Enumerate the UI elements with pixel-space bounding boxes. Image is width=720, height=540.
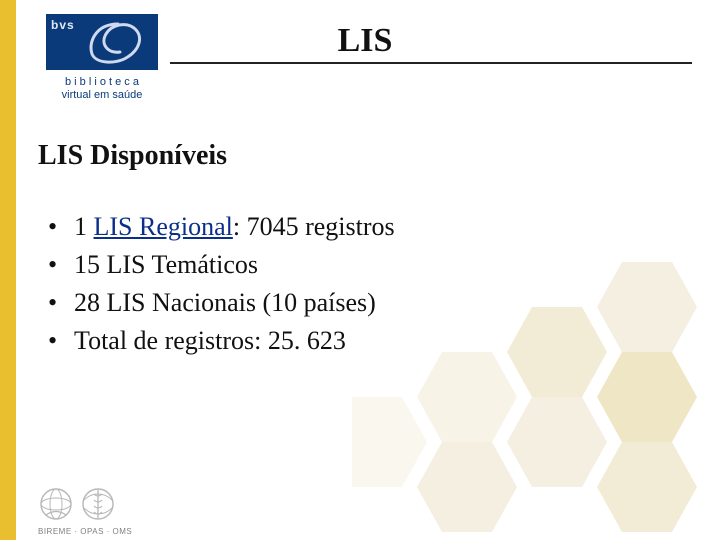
footer-org-logos: [38, 486, 116, 522]
bullet-suffix: : 7045 registros: [233, 212, 395, 241]
bullet-text: Total de registros: 25. 623: [74, 324, 346, 358]
bvs-logo-caption-1: b i b l i o t e c a: [38, 76, 166, 89]
title-underline: [170, 62, 692, 64]
footer-caption: BIREME · OPAS · OMS: [38, 527, 132, 536]
lis-regional-link[interactable]: LIS Regional: [94, 212, 233, 241]
list-item: • Total de registros: 25. 623: [48, 324, 680, 358]
who-logo-icon: [80, 486, 116, 522]
slide-header: bvs b i b l i o t e c a virtual em saúde…: [38, 14, 692, 114]
slide-title: LIS: [38, 22, 692, 60]
list-item: • 1 LIS Regional: 7045 registros: [48, 210, 680, 244]
paho-logo-icon: [38, 486, 74, 522]
slide-subtitle: LIS Disponíveis: [38, 140, 227, 172]
list-item: • 28 LIS Nacionais (10 países): [48, 286, 680, 320]
bullet-text: 28 LIS Nacionais (10 países): [74, 286, 376, 320]
bullet-icon: •: [48, 324, 74, 358]
bullet-icon: •: [48, 248, 74, 282]
bvs-logo-caption-2: virtual em saúde: [38, 89, 166, 102]
bullet-icon: •: [48, 286, 74, 320]
bullet-prefix: 1: [74, 212, 94, 241]
list-item: • 15 LIS Temáticos: [48, 248, 680, 282]
left-accent-stripe: [0, 0, 16, 540]
bullet-text: 15 LIS Temáticos: [74, 248, 258, 282]
bullet-list: • 1 LIS Regional: 7045 registros • 15 LI…: [48, 210, 680, 362]
bullet-icon: •: [48, 210, 74, 244]
